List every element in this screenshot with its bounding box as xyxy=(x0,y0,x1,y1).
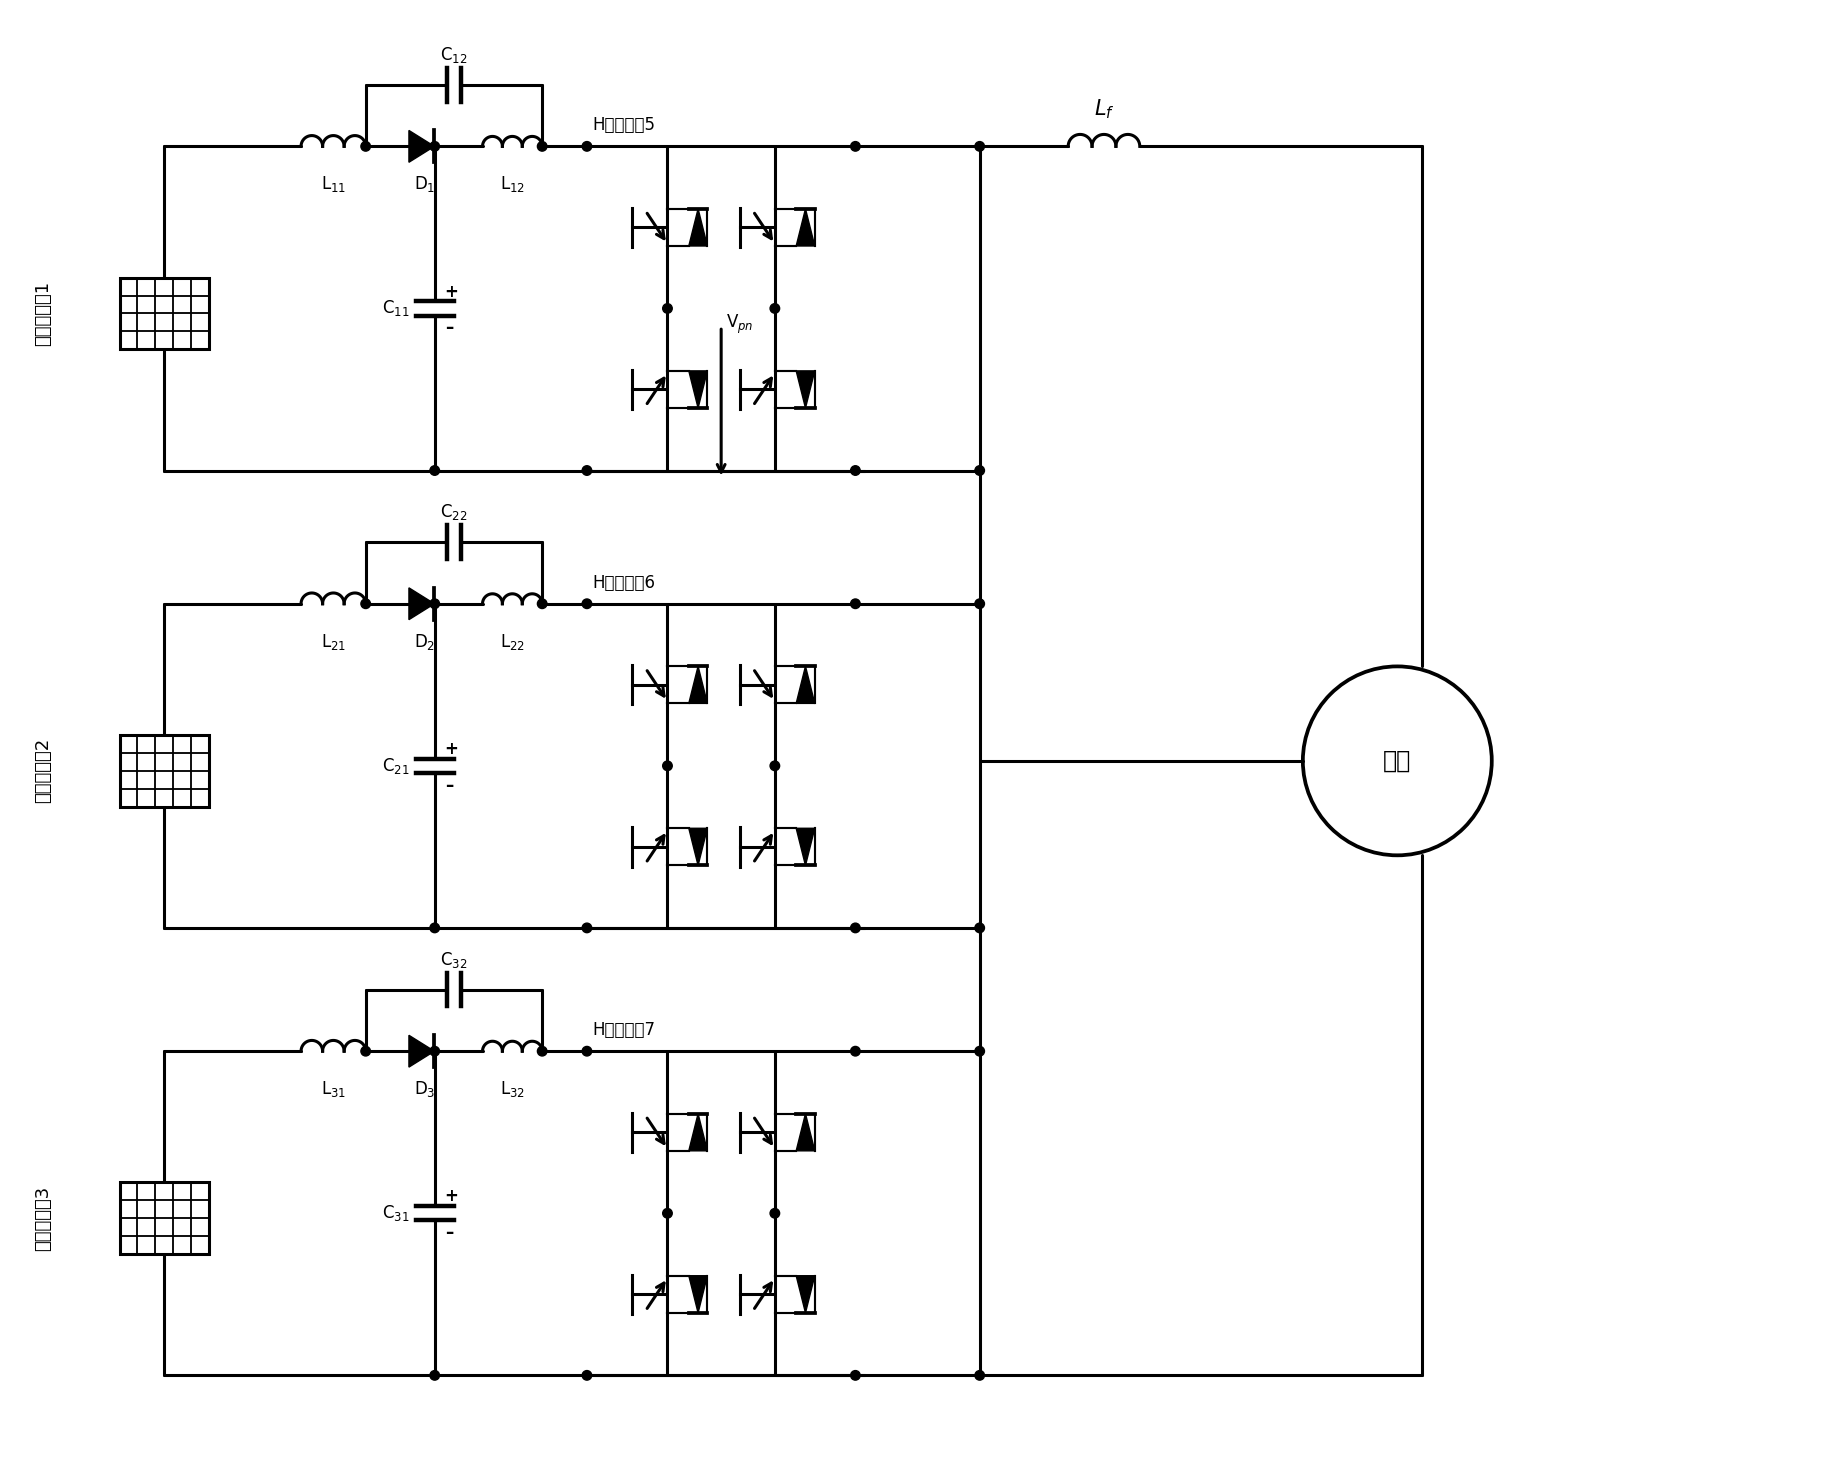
Text: D$_3$: D$_3$ xyxy=(414,1080,436,1099)
Circle shape xyxy=(582,1371,591,1380)
Text: H桥逆变器5: H桥逆变器5 xyxy=(591,116,654,134)
Text: +: + xyxy=(444,1187,458,1205)
Text: L$_{22}$: L$_{22}$ xyxy=(499,631,525,652)
Polygon shape xyxy=(689,1275,708,1314)
Circle shape xyxy=(974,466,983,475)
Text: C$_{31}$: C$_{31}$ xyxy=(383,1203,410,1224)
Circle shape xyxy=(662,1209,673,1218)
Text: H桥逆变器6: H桥逆变器6 xyxy=(591,574,654,591)
Text: +: + xyxy=(444,740,458,758)
Circle shape xyxy=(662,761,673,771)
Text: $L_f$: $L_f$ xyxy=(1092,99,1114,122)
Text: L$_{31}$: L$_{31}$ xyxy=(320,1080,346,1099)
Circle shape xyxy=(582,466,591,475)
Circle shape xyxy=(850,466,859,475)
Text: L$_{21}$: L$_{21}$ xyxy=(320,631,346,652)
Text: L$_{12}$: L$_{12}$ xyxy=(499,174,525,194)
Bar xyxy=(120,278,209,349)
Bar xyxy=(120,736,209,806)
Text: –: – xyxy=(444,1224,453,1242)
Circle shape xyxy=(431,141,440,152)
Text: L$_{11}$: L$_{11}$ xyxy=(320,174,346,194)
Bar xyxy=(120,1183,209,1255)
Polygon shape xyxy=(796,666,815,703)
Polygon shape xyxy=(796,1275,815,1314)
Circle shape xyxy=(769,1209,780,1218)
Text: L$_{32}$: L$_{32}$ xyxy=(499,1080,525,1099)
Circle shape xyxy=(850,1371,859,1380)
Text: C$_{11}$: C$_{11}$ xyxy=(383,299,410,318)
Text: D$_2$: D$_2$ xyxy=(414,631,436,652)
Circle shape xyxy=(974,1371,983,1380)
Circle shape xyxy=(850,1046,859,1056)
Polygon shape xyxy=(796,1114,815,1150)
Circle shape xyxy=(582,599,591,609)
Circle shape xyxy=(538,599,547,609)
Circle shape xyxy=(582,141,591,152)
Circle shape xyxy=(538,141,547,152)
Text: +: + xyxy=(444,282,458,300)
Circle shape xyxy=(662,303,673,313)
Text: 光伏电池杗2: 光伏电池杗2 xyxy=(33,738,52,803)
Circle shape xyxy=(974,1046,983,1056)
Polygon shape xyxy=(689,1114,708,1150)
Text: 电网: 电网 xyxy=(1382,749,1410,772)
Polygon shape xyxy=(796,371,815,407)
Text: C$_{22}$: C$_{22}$ xyxy=(440,502,468,522)
Circle shape xyxy=(431,1046,440,1056)
Polygon shape xyxy=(408,131,434,162)
Text: 光伏电池杗3: 光伏电池杗3 xyxy=(33,1186,52,1250)
Circle shape xyxy=(431,466,440,475)
Text: –: – xyxy=(444,319,453,337)
Text: C$_{12}$: C$_{12}$ xyxy=(440,44,468,65)
Circle shape xyxy=(431,924,440,933)
Circle shape xyxy=(360,599,370,609)
Circle shape xyxy=(360,1046,370,1056)
Polygon shape xyxy=(689,371,708,407)
Text: 光伏电池杗1: 光伏电池杗1 xyxy=(33,281,52,346)
Circle shape xyxy=(974,599,983,609)
Text: H桥逆变器7: H桥逆变器7 xyxy=(591,1021,654,1040)
Polygon shape xyxy=(689,209,708,246)
Polygon shape xyxy=(408,588,434,619)
Polygon shape xyxy=(408,1036,434,1066)
Circle shape xyxy=(431,1371,440,1380)
Circle shape xyxy=(360,141,370,152)
Circle shape xyxy=(431,599,440,609)
Text: C$_{21}$: C$_{21}$ xyxy=(383,756,410,775)
Circle shape xyxy=(538,1046,547,1056)
Polygon shape xyxy=(796,209,815,246)
Circle shape xyxy=(974,141,983,152)
Polygon shape xyxy=(796,828,815,865)
Text: V$_{pn}$: V$_{pn}$ xyxy=(726,312,754,335)
Circle shape xyxy=(769,303,780,313)
Circle shape xyxy=(850,924,859,933)
Circle shape xyxy=(582,924,591,933)
Text: D$_1$: D$_1$ xyxy=(414,174,436,194)
Polygon shape xyxy=(689,828,708,865)
Circle shape xyxy=(769,761,780,771)
Circle shape xyxy=(850,599,859,609)
Polygon shape xyxy=(689,666,708,703)
Circle shape xyxy=(850,141,859,152)
Circle shape xyxy=(974,924,983,933)
Text: –: – xyxy=(444,777,453,794)
Text: C$_{32}$: C$_{32}$ xyxy=(440,950,468,969)
Circle shape xyxy=(582,1046,591,1056)
